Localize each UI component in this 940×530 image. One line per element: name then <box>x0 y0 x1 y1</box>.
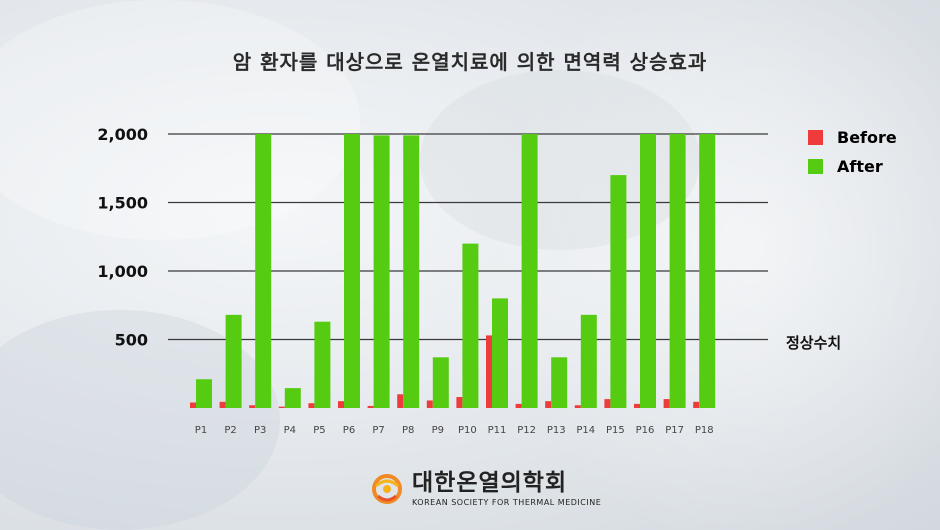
bar-after <box>462 243 479 408</box>
bar-before <box>397 394 404 408</box>
x-tick-label: P4 <box>284 425 296 436</box>
bar-before <box>367 405 374 408</box>
x-tick-label: P12 <box>517 425 536 436</box>
legend-swatch-before <box>808 129 823 145</box>
bar-after <box>580 314 597 408</box>
bar-before <box>338 401 344 408</box>
bar-after <box>669 134 686 408</box>
x-tick-label: P16 <box>636 425 655 436</box>
x-tick-label: P17 <box>665 425 684 436</box>
x-tick-label: P10 <box>458 425 477 436</box>
bar-before <box>278 406 285 408</box>
bar-after <box>403 135 420 408</box>
bar-after <box>521 134 538 408</box>
bar-after <box>699 134 716 408</box>
bar-before <box>634 403 640 408</box>
legend-item-before: Before <box>808 124 897 150</box>
bar-after <box>225 314 242 408</box>
bar-after <box>640 134 656 408</box>
bar-before <box>486 335 492 408</box>
bar-before <box>574 405 581 408</box>
bar-after <box>344 134 360 408</box>
y-tick-label: 1,500 <box>97 194 148 213</box>
chart-title: 암 환자를 대상으로 온열치료에 의한 면역력 상승효과 <box>232 50 708 74</box>
x-tick-label: P18 <box>695 425 714 436</box>
legend: Before After <box>808 124 897 182</box>
society-subtitle: KOREAN SOCIETY FOR THERMAL MEDICINE <box>412 498 602 507</box>
x-tick-label: P13 <box>547 425 566 436</box>
y-tick-label: 2,000 <box>97 125 148 144</box>
legend-swatch-after <box>808 158 823 174</box>
bar-after <box>610 175 627 408</box>
x-tick-label: P3 <box>254 425 266 436</box>
legend-label-before: Before <box>837 127 897 147</box>
x-tick-label: P14 <box>576 425 595 436</box>
x-tick-label: P7 <box>372 425 384 436</box>
bar-before <box>190 402 196 408</box>
y-tick-label: 1,000 <box>97 262 148 281</box>
bar-before <box>219 401 226 408</box>
bar-before <box>515 403 522 408</box>
bar-after <box>255 134 272 408</box>
x-tick-label: P1 <box>195 425 207 436</box>
bar-after <box>314 321 331 408</box>
x-tick-label: P2 <box>224 425 236 436</box>
x-tick-label: P8 <box>402 425 414 436</box>
x-tick-label: P5 <box>313 425 325 436</box>
bar-after <box>432 357 449 408</box>
bar-before <box>663 399 670 408</box>
bar-before <box>456 397 463 408</box>
x-tick-label: P9 <box>432 425 444 436</box>
bar-after <box>373 135 390 408</box>
bar-after <box>196 379 212 408</box>
bar-after <box>551 357 568 408</box>
x-tick-label: P6 <box>343 425 355 436</box>
bar-before <box>693 401 700 408</box>
society-logo-icon <box>372 473 402 504</box>
bar-after <box>492 298 508 408</box>
bar-before <box>308 403 315 408</box>
bar-after <box>284 388 301 408</box>
y-tick-label: 500 <box>115 331 148 350</box>
bar-before <box>545 401 552 408</box>
legend-label-after: After <box>837 156 883 176</box>
legend-item-after: After <box>808 153 897 179</box>
reference-line-label: 정상수치 <box>786 334 842 352</box>
bar-before <box>426 400 433 408</box>
bar-before <box>249 405 256 408</box>
x-tick-label: P15 <box>606 425 625 436</box>
society-logo: 대한온열의학회 KOREAN SOCIETY FOR THERMAL MEDIC… <box>370 470 601 507</box>
x-tick-label: P11 <box>488 425 507 436</box>
society-name: 대한온열의학회 <box>412 470 568 496</box>
bar-before <box>604 399 611 408</box>
